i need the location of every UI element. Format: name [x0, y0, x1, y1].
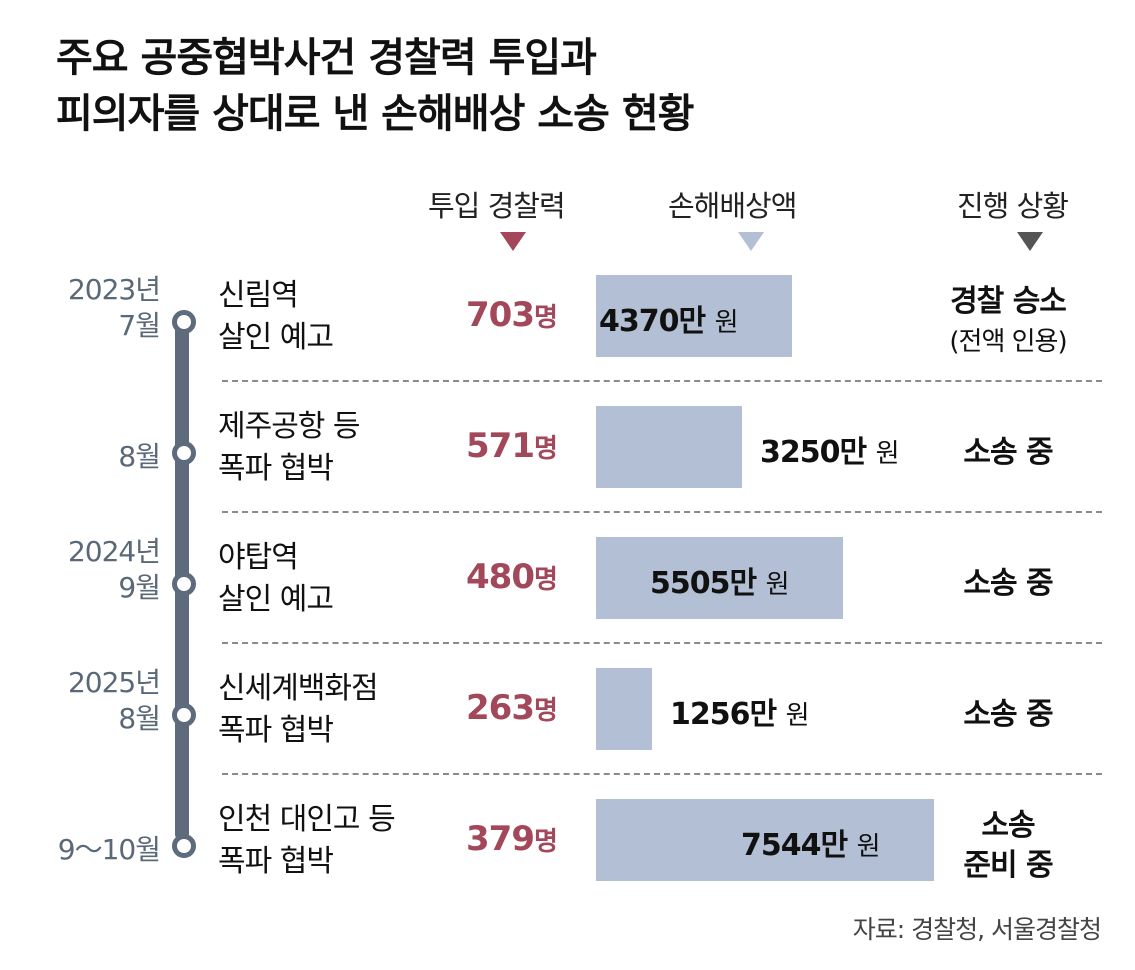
police-count-value: 571 — [466, 426, 535, 466]
event-name-line-2: 폭파 협박 — [218, 451, 334, 486]
column-header-damages: 손해배상액 — [668, 189, 797, 223]
date-month: 8월 — [118, 440, 161, 473]
damages-amount: 5505만 원 — [650, 558, 790, 602]
event-date: 8월 — [118, 403, 161, 475]
damages-bar — [596, 799, 934, 881]
police-count: 703명 — [466, 295, 558, 335]
progress-status-text: 소송 중 — [963, 697, 1053, 732]
date-year — [58, 796, 160, 832]
column-header-police: 투입 경찰력 — [428, 189, 566, 223]
damages-bar — [596, 275, 792, 357]
damages-amount-value: 4370만 — [599, 304, 706, 339]
damages-bar — [596, 537, 843, 619]
row-separator — [222, 511, 1102, 513]
damages-bar — [596, 406, 742, 488]
progress-status: 경찰 승소 (전액 인용) — [913, 282, 1103, 362]
police-marker-icon — [500, 232, 526, 251]
progress-status: 소송 중 — [913, 695, 1103, 735]
progress-status-text-line-2: 준비 중 — [963, 848, 1053, 883]
date-year: 2025년 — [67, 666, 161, 699]
damages-bar — [596, 668, 652, 750]
date-month: 8월 — [118, 702, 161, 735]
damages-amount: 1256만 원 — [670, 689, 810, 733]
police-count-unit: 명 — [533, 303, 558, 333]
event-name-line-2: 폭파 협박 — [218, 844, 334, 879]
date-year: 2024년 — [67, 535, 161, 568]
event-name-line-2: 살인 예고 — [218, 582, 334, 617]
police-count-unit: 명 — [533, 565, 558, 595]
column-header-status: 진행 상황 — [957, 189, 1069, 223]
progress-status-text: 소송 중 — [963, 566, 1053, 601]
event-name-line-1: 인천 대인고 등 — [218, 802, 396, 837]
timeline-dot — [172, 834, 196, 858]
damages-amount-unit: 원 — [785, 701, 810, 731]
event-date: 2023년 7월 — [67, 272, 161, 344]
event-name-line-1: 야탑역 — [218, 540, 299, 575]
title-line-2: 피의자를 상대로 낸 손해배상 소송 현황 — [56, 91, 694, 137]
progress-status-text: 소송 — [981, 808, 1035, 843]
damages-amount-unit: 원 — [856, 832, 881, 862]
damages-marker-icon — [738, 232, 764, 251]
damages-amount-unit: 원 — [765, 570, 790, 600]
timeline-dot — [172, 703, 196, 727]
police-count-unit: 명 — [533, 827, 558, 857]
damages-amount: 7544만 원 — [741, 820, 881, 864]
timeline-dot — [172, 572, 196, 596]
police-count-unit: 명 — [533, 434, 558, 464]
date-year: 2023년 — [67, 273, 161, 306]
police-count-value: 379 — [466, 819, 535, 859]
police-count: 379명 — [466, 819, 558, 859]
source-note: 자료: 경찰청, 서울경찰청 — [852, 915, 1102, 944]
damages-amount-value: 3250만 — [760, 435, 867, 470]
event-date: 2025년 8월 — [67, 665, 161, 737]
damages-amount-value: 7544만 — [741, 828, 848, 863]
chart-title: 주요 공중협박사건 경찰력 투입과 피의자를 상대로 낸 손해배상 소송 현황 — [56, 30, 694, 142]
event-date: 2024년 9월 — [67, 534, 161, 606]
row-separator — [222, 773, 1102, 775]
police-count-value: 703 — [466, 295, 535, 335]
event-name-line-1: 제주공항 등 — [218, 409, 361, 444]
police-count: 571명 — [466, 426, 558, 466]
event-name-line-2: 폭파 협박 — [218, 713, 334, 748]
damages-amount-unit: 원 — [875, 439, 900, 469]
timeline-dot — [172, 310, 196, 334]
date-year — [118, 403, 160, 439]
event-name-line-1: 신림역 — [218, 278, 299, 313]
event-name-line-2: 살인 예고 — [218, 320, 334, 355]
damages-amount-unit: 원 — [714, 308, 739, 338]
damages-amount-value: 1256만 — [670, 697, 777, 732]
police-count-value: 263 — [466, 688, 535, 728]
damages-amount: 4370만 원 — [599, 296, 739, 340]
date-month: 7월 — [118, 309, 161, 342]
date-month: 9～10월 — [57, 833, 161, 866]
damages-amount-value: 5505만 — [650, 566, 757, 601]
progress-status: 소송 중 — [913, 433, 1103, 473]
progress-status-text: 소송 중 — [963, 435, 1053, 470]
row-separator — [222, 380, 1102, 382]
damages-amount: 3250만 원 — [760, 427, 900, 471]
date-month: 9월 — [118, 571, 161, 604]
police-count: 263명 — [466, 688, 558, 728]
event-date: 9～10월 — [57, 796, 161, 868]
progress-status: 소송 중 — [913, 564, 1103, 604]
police-count-value: 480 — [466, 557, 535, 597]
progress-status-text: 경찰 승소 — [950, 284, 1067, 319]
row-separator — [222, 642, 1102, 644]
police-count-unit: 명 — [533, 696, 558, 726]
event-name-line-1: 신세계백화점 — [218, 671, 379, 706]
progress-status-note: (전액 인용) — [949, 327, 1067, 357]
police-count: 480명 — [466, 557, 558, 597]
title-line-1: 주요 공중협박사건 경찰력 투입과 — [56, 35, 597, 81]
timeline-dot — [172, 441, 196, 465]
status-marker-icon — [1017, 232, 1043, 251]
